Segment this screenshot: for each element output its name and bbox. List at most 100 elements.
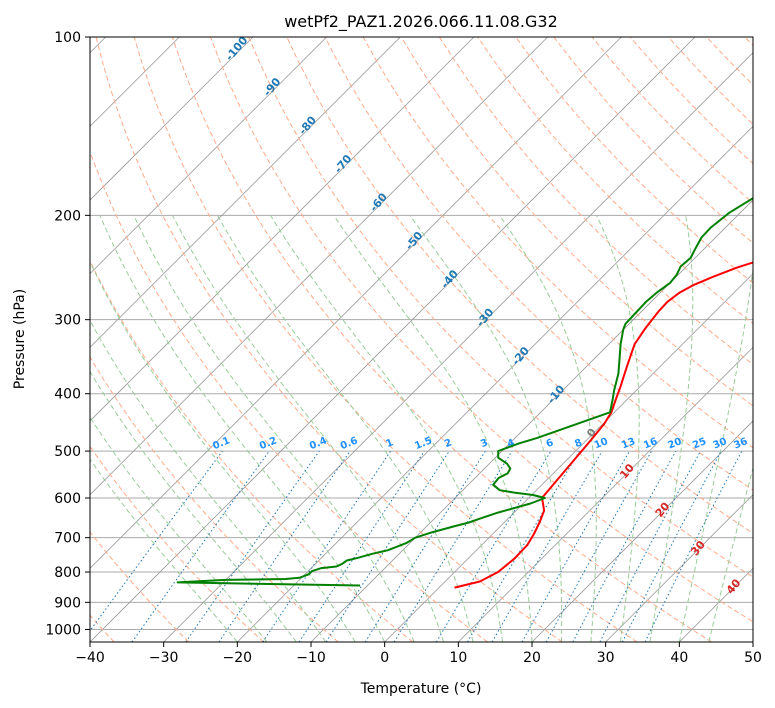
moist-adiabat-line <box>270 215 503 642</box>
dry-adiabat-line <box>133 37 638 642</box>
y-tick-label: 1000 <box>45 622 81 638</box>
moist-adiabat-line <box>133 215 415 642</box>
plot-content: 0.1 0.2 0.4 0.6 1 1.5 2 3 4 6 8 10 13 16 20 25 30 36-100-… <box>90 37 753 642</box>
x-tick-label: −40 <box>75 650 105 666</box>
isotherm-line <box>384 273 753 642</box>
mixing-ratio-line <box>218 450 351 642</box>
temperature-profile-line <box>454 261 753 589</box>
dry-adiabat-line <box>438 37 753 366</box>
mixing-ratio-label: 20 <box>666 436 683 451</box>
dry-adiabat-line <box>248 37 753 578</box>
moist-adiabat-line <box>172 215 445 642</box>
mixing-ratio-line <box>262 450 392 642</box>
y-tick-label: 900 <box>54 595 81 611</box>
isotherm-line <box>531 420 753 642</box>
moist-adiabat-line <box>90 319 327 642</box>
moist-adiabat-line <box>499 215 597 642</box>
isotherm-line <box>90 37 254 201</box>
isotherm-grid <box>90 37 753 642</box>
x-tick-label: 30 <box>597 650 615 666</box>
plot-area <box>90 37 753 642</box>
mixing-ratio-label: 4 <box>506 437 517 450</box>
y-tick-label: 600 <box>54 491 81 507</box>
mixing-ratio-label: 30 <box>712 436 729 451</box>
isotherm-line <box>90 37 475 422</box>
x-tick-label: −10 <box>296 650 326 666</box>
dry-adiabat-line <box>90 259 414 642</box>
isotherm-line <box>90 37 548 496</box>
y-tick-label: 700 <box>54 531 81 547</box>
moist-adiabat-line <box>90 416 268 642</box>
moist-adiabat-line <box>678 265 753 642</box>
moist-adiabat-line <box>99 215 386 642</box>
sounding-series <box>176 197 753 589</box>
y-axis-label: Pressure (hPa) <box>12 289 28 389</box>
dry-adiabat-line <box>515 37 753 284</box>
moist-adiabat-line <box>90 260 356 642</box>
mixing-ratio-line <box>131 450 270 642</box>
isotherm-line <box>163 52 753 642</box>
isotherm-line <box>90 37 622 569</box>
x-axis: −40 −30 −20 −10 0 10 20 30 40 50 <box>75 642 762 666</box>
mixing-ratio-line <box>521 450 630 642</box>
moist-adiabat-line <box>649 215 694 642</box>
isotherm-line <box>90 37 401 348</box>
y-tick-label: 800 <box>54 565 81 581</box>
x-tick-label: 10 <box>449 650 467 666</box>
mixing-ratio-label: 3 <box>479 437 490 450</box>
isotherm-line <box>752 641 753 642</box>
mixing-ratio-line <box>90 450 223 632</box>
mixing-ratio-label: 16 <box>642 436 659 451</box>
y-axis: 100 200 300 400 500 600 700 800 900 1000 <box>45 30 90 638</box>
x-tick-label: 40 <box>670 650 688 666</box>
mixing-ratio-line <box>644 450 743 642</box>
mixing-ratio-line <box>545 450 653 642</box>
moist-adiabat-line <box>596 215 640 642</box>
mixing-ratio-label: 6 <box>545 437 556 450</box>
y-tick-label: 300 <box>54 313 81 329</box>
x-tick-label: −30 <box>149 650 179 666</box>
plot-frame <box>89 36 754 643</box>
dry-adiabat-line <box>90 150 488 642</box>
mixing-ratio-label: 1 <box>384 437 395 450</box>
chart-title: wetPf2_PAZ1.2026.066.11.08.G32 <box>284 12 558 32</box>
x-tick-label: 20 <box>523 650 541 666</box>
mixing-ratio-line <box>572 450 677 642</box>
isotherm-line <box>90 37 696 642</box>
x-tick-label: 0 <box>380 650 389 666</box>
dewpoint-profile-line <box>176 197 753 587</box>
mixing-ratio-line <box>325 450 450 642</box>
dry-adiabat-line <box>90 445 264 642</box>
y-tick-label: 100 <box>54 30 81 46</box>
moist-adiabat-line <box>409 215 563 642</box>
y-tick-label: 400 <box>54 387 81 403</box>
x-tick-label: −20 <box>223 650 253 666</box>
dry-adiabat-line <box>210 37 753 623</box>
isobar-grid <box>90 37 753 630</box>
x-tick-label: 50 <box>744 650 762 666</box>
isotherm-line <box>90 37 327 275</box>
y-tick-label: 500 <box>54 444 81 460</box>
dry-adiabat-line <box>90 531 190 642</box>
moist-adiabat-line <box>90 370 297 642</box>
mixing-ratio-label: 8 <box>573 437 584 450</box>
moist-adiabat-line <box>708 466 753 642</box>
moist-adiabat-line <box>90 458 238 642</box>
mixing-ratio-label: 36 <box>732 436 749 451</box>
mixing-ratio-line <box>393 450 513 642</box>
isotherm-line <box>237 125 753 642</box>
moist-adiabats <box>90 215 753 642</box>
dry-adiabat-line <box>90 356 339 642</box>
dry-adiabat-line <box>95 37 563 642</box>
mixing-ratio-label: 25 <box>691 436 708 451</box>
x-axis-label: Temperature (°C) <box>360 681 482 697</box>
mixing-ratio-line <box>185 450 320 642</box>
y-tick-label: 200 <box>54 208 81 224</box>
mixing-ratio-label: 10 <box>593 436 610 451</box>
mixing-ratio-label: 13 <box>620 436 637 451</box>
dry-adiabat-line <box>400 37 753 407</box>
mixing-ratio-line <box>298 450 425 642</box>
mixing-ratio-lines <box>90 450 743 642</box>
mixing-ratio-label: 2 <box>443 437 454 450</box>
